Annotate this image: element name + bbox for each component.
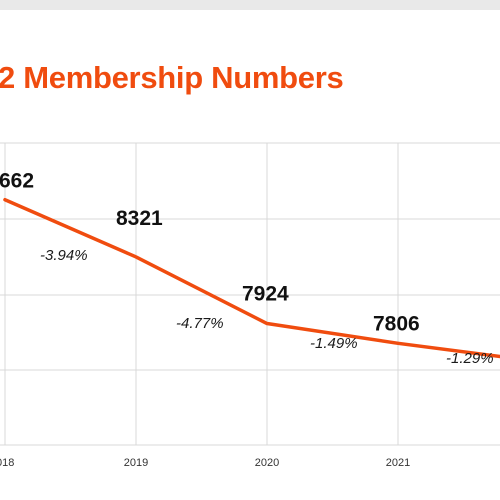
value-label: 662 — [0, 170, 34, 193]
series-line — [3, 197, 500, 359]
change-label: -3.94% — [40, 247, 88, 264]
x-tick-label: 2021 — [386, 457, 410, 469]
value-label: 8321 — [116, 207, 163, 230]
change-label: -1.29% — [446, 350, 494, 367]
chart-title: 2 Membership Numbers — [0, 60, 344, 95]
x-tick-label: 2019 — [124, 457, 148, 469]
top-rule — [0, 0, 500, 10]
value-label: 7924 — [242, 283, 289, 306]
x-tick-label: 2020 — [255, 457, 279, 469]
x-tick-label: 018 — [0, 457, 14, 469]
change-label: -1.49% — [310, 335, 358, 352]
value-label: 7806 — [373, 312, 420, 335]
change-label: -4.77% — [176, 315, 224, 332]
